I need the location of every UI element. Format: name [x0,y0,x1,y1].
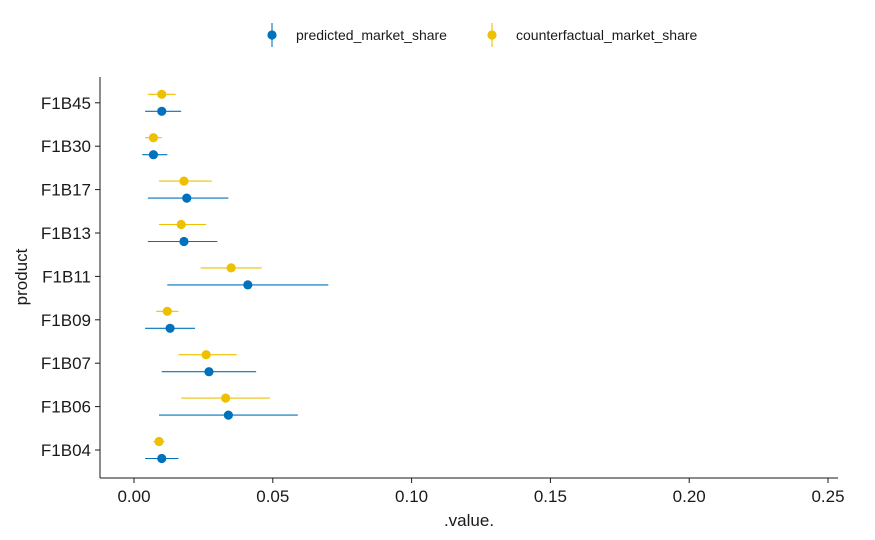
point-predicted [148,150,159,160]
x-tick-label: 0.00 [117,487,150,506]
point-counterfactual [176,219,186,230]
legend: predicted_market_share counterfactual_mar… [267,23,698,47]
point-predicted [157,453,167,464]
point-predicted [182,193,192,203]
y-tick-label: F1B09 [41,311,91,330]
point-predicted [204,367,214,377]
point-counterfactual [221,393,231,403]
y-tick-label: F1B17 [41,181,91,200]
x-tick-label: 0.10 [395,487,428,506]
y-axis-title: product [12,248,31,305]
x-axis-title: .value. [444,511,494,530]
point-counterfactual [157,89,167,99]
y-tick-label: F1B04 [41,441,91,460]
y-tick-label: F1B06 [41,398,91,417]
legend-key-point [487,30,497,40]
point-predicted [157,106,167,116]
y-tick-label: F1B13 [41,224,91,243]
x-tick-label: 0.20 [673,487,706,506]
x-tick-label: 0.15 [534,487,567,506]
y-tick-label: F1B11 [42,267,91,286]
legend-label: counterfactual_market_share [516,27,698,43]
axes [99,77,838,479]
x-ticks: 0.00 0.05 0.10 0.15 0.20 0.25 [117,478,845,506]
y-tick-label: F1B07 [41,354,91,373]
point-predicted [165,323,175,333]
data-marks [142,89,329,464]
x-tick-label: 0.05 [256,487,289,506]
y-tick-label: F1B45 [41,94,91,113]
point-predicted [223,410,233,420]
point-counterfactual [201,350,211,360]
x-tick-label: 0.25 [811,487,844,506]
point-counterfactual [162,306,172,316]
point-predicted [179,236,189,247]
legend-key-point [267,30,277,40]
y-tick-label: F1B30 [41,137,91,156]
point-counterfactual [148,133,159,143]
point-counterfactual [179,176,189,186]
point-predicted [243,280,253,290]
legend-label: predicted_market_share [296,27,447,43]
point-counterfactual [154,436,164,447]
y-ticks: F1B04 F1B06 F1B07 F1B09 F1B11 F1B13 F1B17 F1B30… [41,94,100,460]
point-counterfactual [226,263,236,273]
